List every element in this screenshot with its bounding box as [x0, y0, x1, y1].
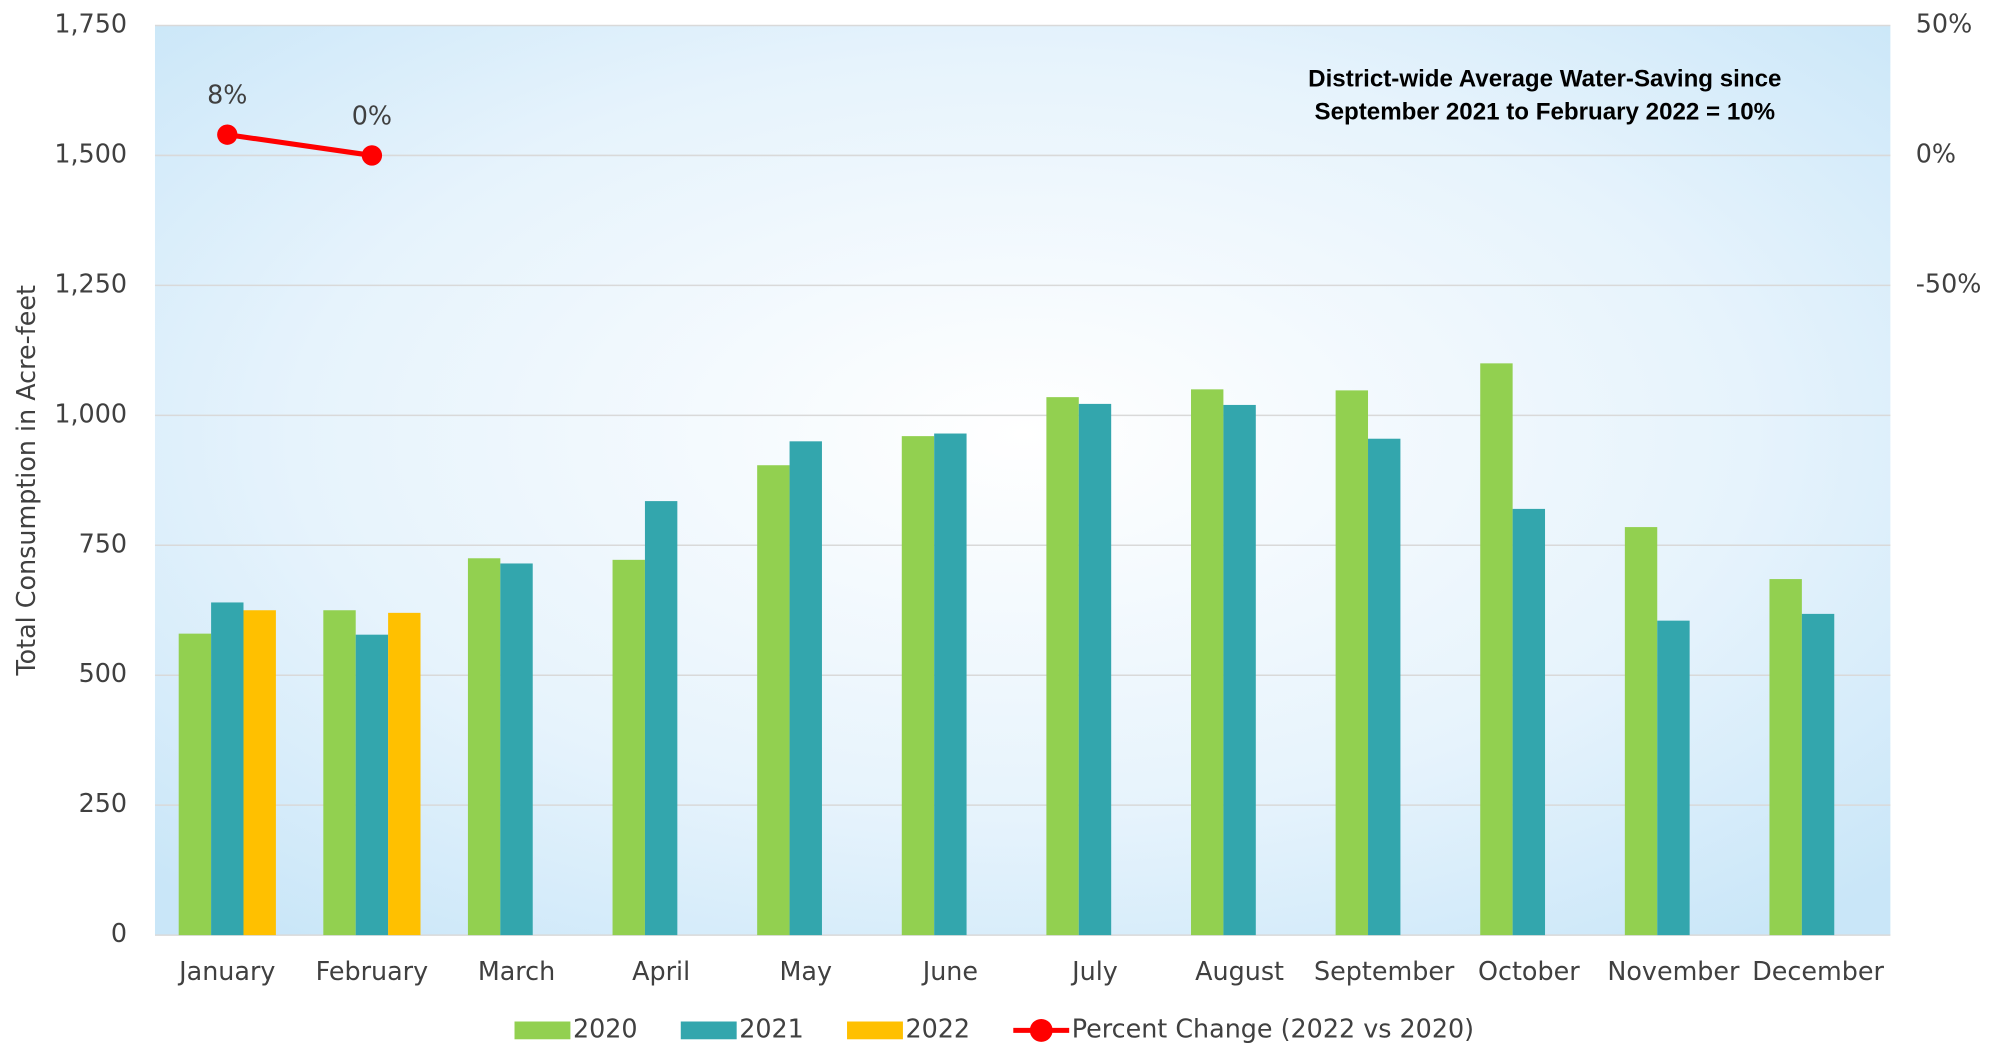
x-tick-label: May — [780, 956, 833, 986]
y2-tick-label: 50% — [1916, 9, 1972, 39]
y-tick-label: 1,000 — [54, 398, 127, 428]
legend-label: Percent Change (2022 vs 2020) — [1072, 1013, 1474, 1043]
bar — [1657, 620, 1690, 936]
y-tick-label: 250 — [79, 788, 127, 818]
line — [226, 132, 373, 158]
y-tick-label: 1,250 — [54, 268, 127, 298]
legend-label: 2020 — [573, 1013, 638, 1043]
bar — [1480, 363, 1513, 936]
y2-tick-label: -50% — [1916, 268, 1982, 298]
x-tick-label: November — [1607, 956, 1740, 986]
bar — [388, 612, 421, 936]
y2-tick-label: 0% — [1916, 138, 1956, 168]
bar — [211, 602, 244, 936]
legend-label: 2022 — [905, 1013, 970, 1043]
bar — [1335, 390, 1369, 936]
bar — [355, 634, 389, 936]
data-label: 0% — [352, 100, 392, 130]
y-axis-title: Total Consumption in Acre-feet — [11, 285, 41, 677]
bar — [789, 441, 822, 936]
bar — [1801, 613, 1835, 936]
bar — [934, 433, 967, 936]
data-label: 8% — [207, 80, 247, 110]
bar — [1191, 389, 1224, 936]
bar — [323, 610, 356, 936]
bar — [467, 558, 501, 936]
bar — [1078, 403, 1112, 936]
x-tick-label: December — [1752, 956, 1884, 986]
y-tick-label: 1,750 — [54, 9, 127, 39]
bar — [1769, 579, 1802, 936]
y-tick-label: 750 — [79, 528, 127, 558]
x-tick-label: August — [1195, 956, 1284, 986]
bar — [644, 501, 678, 936]
bar — [243, 610, 276, 936]
x-tick-label: October — [1478, 956, 1580, 986]
bar — [612, 559, 645, 936]
x-tick-label: April — [632, 956, 690, 986]
bar — [178, 633, 212, 936]
x-tick-label: January — [177, 956, 275, 986]
legend-swatch — [680, 1021, 737, 1040]
bar — [1223, 404, 1256, 936]
legend-swatch — [847, 1021, 903, 1040]
x-tick-label: September — [1314, 956, 1455, 986]
annotation: District-wide Average Water-Saving since — [1308, 66, 1781, 93]
legend-swatch — [1029, 1018, 1053, 1042]
y-tick-label: 500 — [79, 658, 127, 688]
x-tick-label: February — [316, 956, 429, 986]
bar — [757, 465, 790, 936]
y-tick-label: 0 — [111, 918, 127, 948]
bar — [500, 563, 533, 936]
x-tick-label: July — [1070, 956, 1118, 986]
annotation: September 2021 to February 2022 = 10% — [1315, 99, 1776, 126]
bar — [901, 436, 935, 936]
plot-area — [154, 25, 1891, 936]
y-tick-label: 1,500 — [54, 138, 127, 168]
bar — [1624, 527, 1658, 936]
legend-label: 2021 — [739, 1013, 804, 1043]
bar — [1368, 438, 1401, 936]
bar — [1046, 397, 1079, 936]
x-tick-label: June — [921, 956, 978, 986]
x-tick-label: March — [478, 956, 555, 986]
bar — [1512, 508, 1546, 936]
line-marker — [217, 124, 238, 145]
legend-swatch — [514, 1021, 571, 1040]
line-marker — [361, 145, 383, 166]
